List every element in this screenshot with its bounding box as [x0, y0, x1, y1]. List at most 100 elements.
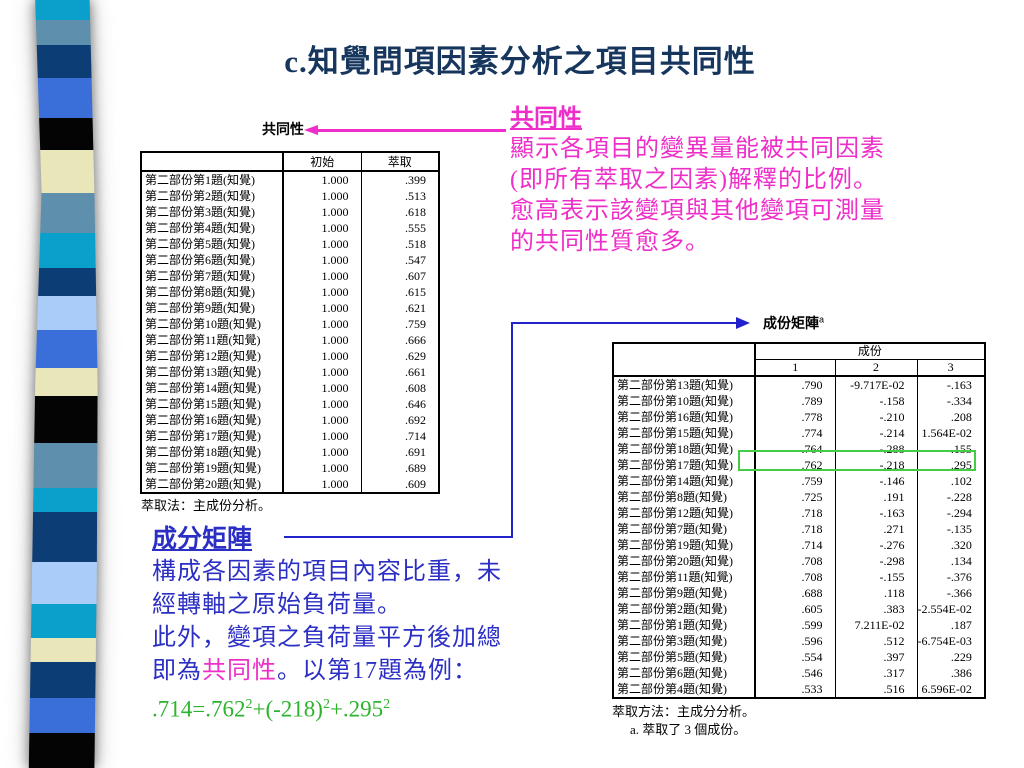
ribbon-band [28, 396, 98, 443]
row-label: 第二部份第9題(知覺) [613, 585, 756, 601]
ribbon-band [28, 368, 98, 396]
row-label: 第二部份第16題(知覺) [141, 412, 284, 428]
component-matrix-label-superscript: a [819, 314, 825, 325]
initial-value: 1.000 [321, 461, 349, 475]
row-label: 第二部份第1題(知覺) [613, 617, 756, 633]
note-communality-highlight: 共同性 [202, 658, 277, 684]
extraction-value: .513 [360, 188, 439, 204]
communality-note-line: 的共同性質愈多。 [510, 229, 710, 255]
row-label: 第二部份第11題(知覺) [613, 569, 756, 585]
row-label: 第二部份第6題(知覺) [613, 665, 756, 681]
ribbon-band [28, 662, 98, 698]
initial-value: 1.000 [321, 173, 349, 187]
row-label: 第二部份第7題(知覺) [141, 268, 284, 284]
component3-value: -.163 [916, 376, 985, 393]
component1-value: .688 [801, 586, 823, 600]
component-matrix-label-text: 成份矩陣 [763, 315, 819, 331]
component2-value: .383 [834, 601, 917, 617]
component3-value: .102 [916, 473, 985, 489]
table-row: 第二部份第15題(知覺) .774 -.214 1.564E-02 [613, 425, 985, 441]
component-matrix-table: 成份 1 2 3 第二部份第13題(知覺) .790 -9.717E-02 -.… [612, 342, 986, 699]
table-row: 第二部份第6題(知覺) .546 .317 .386 [613, 665, 985, 681]
extraction-value: .555 [360, 220, 439, 236]
table-row: 第二部份第14題(知覺) .759 -.146 .102 [613, 473, 985, 489]
row-label: 第二部份第13題(知覺) [141, 364, 284, 380]
row-label: 第二部份第14題(知覺) [613, 473, 756, 489]
row-label: 第二部份第10題(知覺) [141, 316, 284, 332]
component2-value: -.163 [834, 505, 917, 521]
row-label: 第二部份第13題(知覺) [613, 376, 756, 393]
component3-value: .386 [916, 665, 985, 681]
row-label: 第二部份第8題(知覺) [141, 284, 284, 300]
row-label: 第二部份第8題(知覺) [613, 489, 756, 505]
row-label: 第二部份第3題(知覺) [141, 204, 284, 220]
formula-exponent: 2 [245, 697, 253, 712]
component-note-line: 構成各因素的項目內容比重，未 [152, 559, 502, 585]
component3-value: .187 [916, 617, 985, 633]
table-row: 第二部份第19題(知覺) .714 -.276 .320 [613, 537, 985, 553]
ribbon-band [28, 733, 98, 768]
component3-value: .134 [916, 553, 985, 569]
extraction-value: .691 [360, 444, 439, 460]
component-matrix-footnote-method: 萃取方法：主成分分析。 [612, 704, 756, 719]
component3-value: .155 [916, 441, 985, 457]
magenta-arrowhead-icon [304, 125, 318, 135]
communalities-header-row: 初始 萃取 [141, 152, 439, 172]
blue-connector-top-segment [511, 322, 736, 324]
component2-value: .118 [834, 585, 917, 601]
extraction-value: .608 [360, 380, 439, 396]
table-row: 第二部份第14題(知覺) 1.000 .608 [141, 380, 439, 396]
ribbon-band [28, 512, 98, 562]
table-row: 第二部份第12題(知覺) 1.000 .629 [141, 348, 439, 364]
ribbon-band [28, 78, 98, 118]
table-row: 第二部份第6題(知覺) 1.000 .547 [141, 252, 439, 268]
component-note-line: 經轉軸之原始負荷量。 [152, 592, 402, 618]
extraction-value: .518 [360, 236, 439, 252]
component2-value: .512 [834, 633, 917, 649]
component-matrix-table-label: 成份矩陣a [763, 313, 824, 333]
table-row: 第二部份第10題(知覺) 1.000 .759 [141, 316, 439, 332]
table-row: 第二部份第20題(知覺) 1.000 .609 [141, 476, 439, 493]
table-row: 第二部份第8題(知覺) 1.000 .615 [141, 284, 439, 300]
component1-value: .554 [801, 650, 823, 664]
component2-value: -.214 [834, 425, 917, 441]
initial-value: 1.000 [321, 269, 349, 283]
row-label: 第二部份第3題(知覺) [613, 633, 756, 649]
component2-value: .317 [834, 665, 917, 681]
table-row: 第二部份第15題(知覺) 1.000 .646 [141, 396, 439, 412]
slide-title: c.知覺問項因素分析之項目共同性 [284, 44, 756, 79]
formula-part: +.295 [329, 696, 384, 722]
ribbon-band [28, 488, 98, 512]
row-label: 第二部份第1題(知覺) [141, 171, 284, 188]
note-text: 即為 [152, 658, 202, 684]
table-row: 第二部份第18題(知覺) .764 -.288 .155 [613, 441, 985, 457]
table-row: 第二部份第4題(知覺) .533 .516 6.596E-02 [613, 681, 985, 698]
row-label: 第二部份第2題(知覺) [141, 188, 284, 204]
component-note-line: 即為共同性。以第17題為例： [152, 655, 502, 688]
component3-value: .320 [916, 537, 985, 553]
row-label: 第二部份第9題(知覺) [141, 300, 284, 316]
table-row: 第二部份第16題(知覺) 1.000 .692 [141, 412, 439, 428]
table-row: 第二部份第3題(知覺) .596 .512 -6.754E-03 [613, 633, 985, 649]
component-note-heading: 成分矩陣 [152, 526, 253, 553]
row-label: 第二部份第16題(知覺) [613, 409, 756, 425]
component1-value: .778 [801, 410, 823, 424]
component2-value: -.210 [834, 409, 917, 425]
extraction-value: .609 [360, 476, 439, 493]
blue-connector-vertical-segment [511, 322, 513, 538]
communality-formula: .714=.7622+(-218)2+.2952 [152, 688, 502, 726]
component2-value: -9.717E-02 [834, 376, 917, 393]
initial-value: 1.000 [321, 205, 349, 219]
component2-value: -.158 [834, 393, 917, 409]
ribbon-band [28, 638, 98, 662]
table-row: 第二部份第13題(知覺) 1.000 .661 [141, 364, 439, 380]
ribbon-band [28, 150, 98, 193]
component3-value: -.366 [916, 585, 985, 601]
communality-note-line: 顯示各項目的變異量能被共同因素 [510, 136, 885, 162]
extraction-value: .759 [360, 316, 439, 332]
extraction-value: .661 [360, 364, 439, 380]
initial-value: 1.000 [321, 381, 349, 395]
table-row: 第二部份第19題(知覺) 1.000 .689 [141, 460, 439, 476]
table-row: 第二部份第1題(知覺) .599 7.211E-02 .187 [613, 617, 985, 633]
